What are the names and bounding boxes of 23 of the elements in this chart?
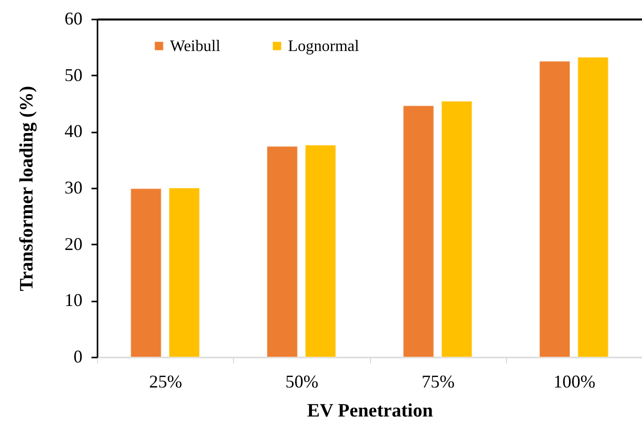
legend-label: Lognormal — [288, 38, 360, 55]
x-tick-label: 50% — [285, 372, 318, 392]
y-tick-label: 30 — [64, 178, 82, 198]
bar — [130, 188, 162, 358]
x-tick-label: 100% — [553, 372, 596, 392]
bar — [402, 105, 434, 358]
x-tick-label: 75% — [422, 372, 455, 392]
x-axis-title: EV Penetration — [307, 400, 434, 422]
y-tick-label: 50 — [64, 64, 82, 85]
bar — [304, 144, 336, 358]
bar — [441, 100, 472, 358]
x-tick-label: 25% — [149, 372, 182, 392]
y-tick-label: 0 — [74, 346, 82, 366]
bar — [539, 60, 570, 358]
bar — [577, 56, 609, 358]
y-tick-label: 60 — [64, 8, 82, 28]
y-axis-title: Transformer loading (%) — [16, 86, 38, 292]
y-tick-label: 20 — [64, 234, 82, 254]
bar — [168, 188, 200, 358]
y-tick-label: 10 — [64, 290, 82, 310]
legend-label: Weibull — [170, 38, 221, 55]
y-tick-label: 40 — [64, 121, 82, 142]
bar — [266, 146, 298, 358]
